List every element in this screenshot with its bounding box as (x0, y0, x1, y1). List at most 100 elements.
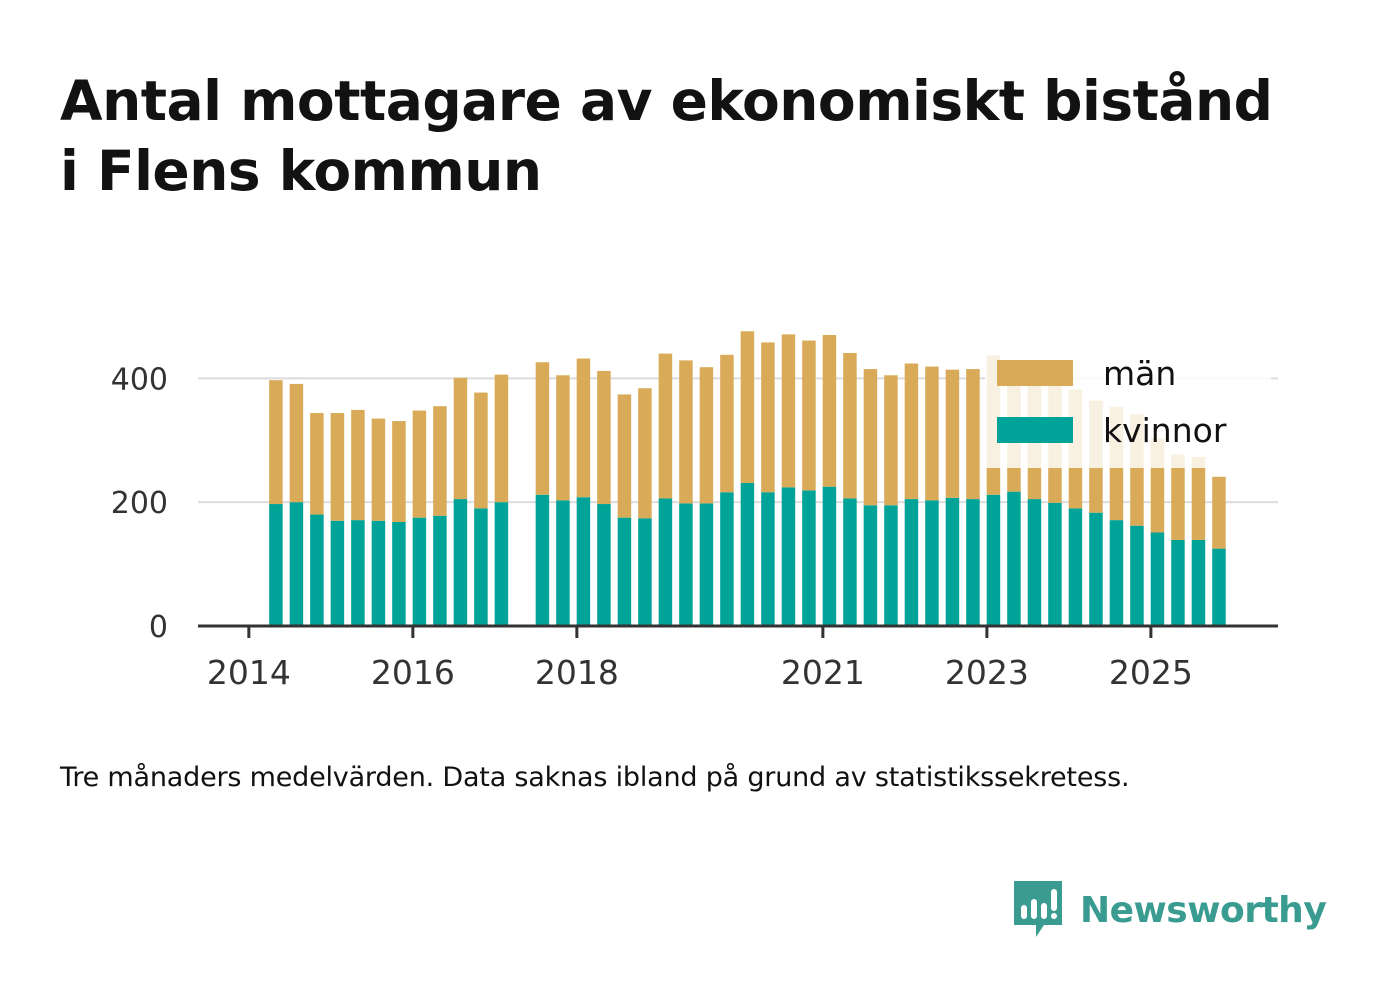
bar-kvinnor (453, 499, 468, 626)
bar-kvinnor (310, 514, 324, 626)
bar-kvinnor (1191, 539, 1206, 626)
chart-title-line-2: i Flens kommun (60, 139, 542, 203)
legend-swatch-man (997, 360, 1073, 386)
bar-kvinnor (781, 487, 796, 626)
bar-man (638, 388, 652, 519)
bar-man (761, 342, 775, 493)
brand-name: Newsworthy (1080, 889, 1327, 931)
bar-kvinnor (1150, 532, 1165, 626)
newsworthy-logo-icon (1014, 881, 1062, 937)
legend-label-kvinnor: kvinnor (1103, 411, 1227, 450)
bar-kvinnor (392, 521, 406, 626)
bar-man (392, 421, 406, 522)
bar-kvinnor (802, 490, 816, 626)
x-tick-label-2016: 2016 (371, 653, 455, 692)
bar-kvinnor (904, 499, 919, 626)
bar-kvinnor (740, 482, 755, 626)
bar-kvinnor (371, 520, 386, 626)
bar-kvinnor (535, 494, 550, 626)
x-tick-label-2014: 2014 (207, 653, 291, 692)
bar-kvinnor (351, 520, 365, 626)
bar-kvinnor (863, 505, 878, 626)
bar-kvinnor (617, 517, 632, 626)
bar-kvinnor (597, 504, 611, 626)
bar-kvinnor (699, 503, 714, 626)
bar-man (1212, 476, 1226, 549)
bar-kvinnor (720, 492, 734, 626)
bar-man (351, 409, 365, 521)
bar-kvinnor (1007, 491, 1021, 626)
bar-man (576, 358, 591, 498)
bar-kvinnor (1171, 539, 1185, 626)
bar-kvinnor (1068, 508, 1083, 626)
bar-kvinnor (986, 494, 1001, 626)
bar-kvinnor (412, 517, 427, 626)
y-tick-label-400: 400 (111, 362, 168, 397)
bar-man (556, 375, 570, 501)
bar-kvinnor (945, 497, 960, 626)
bar-man (371, 418, 386, 521)
bar-man (740, 331, 755, 483)
bar-man (720, 354, 734, 493)
bar-man (884, 375, 898, 506)
bar-kvinnor (679, 503, 693, 626)
x-tick-label-2023: 2023 (945, 653, 1029, 692)
bar-kvinnor (1027, 499, 1042, 626)
bar-man (822, 335, 837, 487)
bar-man (966, 369, 980, 500)
bar-kvinnor (761, 492, 775, 626)
bar-kvinnor (638, 518, 652, 626)
bar-kvinnor (966, 499, 980, 626)
axes: 0 200 400 2014 2016 2018 2021 2023 2025 (111, 362, 1278, 692)
bar-kvinnor (925, 500, 939, 626)
bar-man (597, 370, 611, 505)
bar-man (863, 369, 878, 506)
bar-kvinnor (1130, 525, 1144, 626)
bar-kvinnor (1212, 548, 1226, 626)
bar-man (494, 374, 509, 503)
bar-kvinnor (576, 497, 591, 626)
x-tick-label-2021: 2021 (781, 653, 865, 692)
bar-man (904, 363, 919, 500)
bar-man (289, 383, 304, 503)
legend: män kvinnor (985, 340, 1271, 468)
bar-kvinnor (289, 502, 304, 626)
bar-man (412, 410, 427, 518)
bar-man (269, 380, 283, 505)
bar-kvinnor (658, 498, 673, 626)
bar-kvinnor (433, 515, 447, 626)
bar-man (1171, 454, 1185, 540)
chart-title: Antal mottagare av ekonomiskt bistånd i … (60, 66, 1350, 206)
bar-man (330, 413, 345, 521)
bar-man (699, 367, 714, 504)
y-tick-label-0: 0 (149, 610, 168, 645)
bar-kvinnor (1089, 512, 1103, 626)
y-tick-label-200: 200 (111, 486, 168, 521)
bar-man (802, 340, 816, 491)
bar-man (945, 369, 960, 498)
chart-title-line-1: Antal mottagare av ekonomiskt bistånd (60, 69, 1273, 133)
bar-man (310, 413, 324, 515)
bar-kvinnor (822, 486, 837, 626)
bar-kvinnor (556, 500, 570, 626)
newsworthy-brand: Newsworthy (1010, 878, 1327, 942)
bar-man (617, 394, 632, 518)
bar-kvinnor (884, 505, 898, 626)
bar-kvinnor (843, 498, 857, 626)
bar-kvinnor (1109, 520, 1124, 626)
bar-man (1191, 456, 1206, 540)
bar-man (781, 334, 796, 488)
bar-man (535, 362, 550, 495)
bar-man (679, 360, 693, 504)
bar-kvinnor (494, 502, 509, 626)
bar-man (433, 406, 447, 516)
bar-man (453, 377, 468, 500)
legend-label-man: män (1103, 354, 1176, 393)
bar-kvinnor (474, 508, 488, 626)
bar-man (925, 366, 939, 501)
x-tick-label-2018: 2018 (535, 653, 619, 692)
chart-caption: Tre månaders medelvärden. Data saknas ib… (60, 762, 1130, 793)
legend-swatch-kvinnor (997, 417, 1073, 443)
bar-man (474, 392, 488, 509)
